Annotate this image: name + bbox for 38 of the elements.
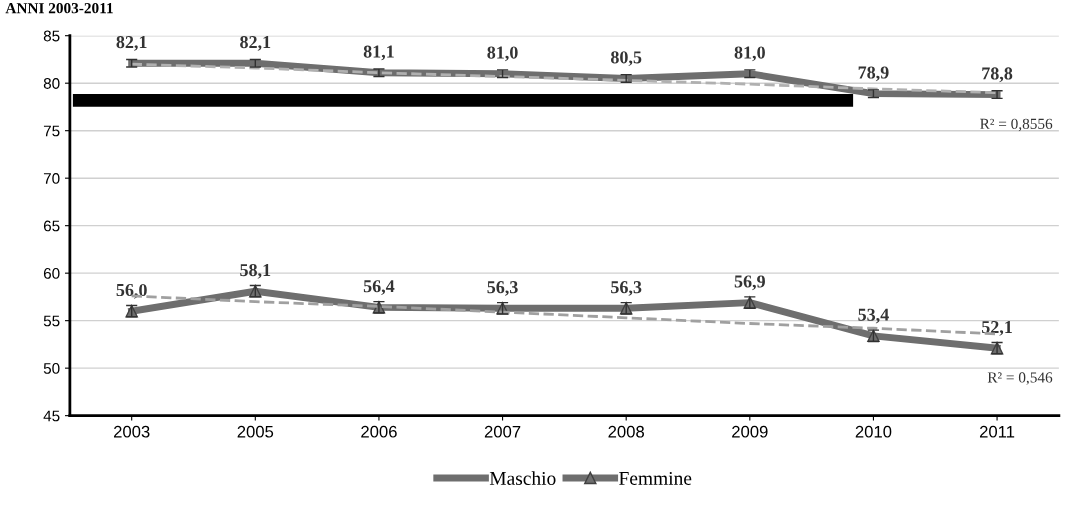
data-label: 78,8 bbox=[982, 67, 1013, 83]
x-tick-label: 2008 bbox=[608, 425, 644, 438]
annotation: R² = 0,8556 bbox=[980, 118, 1053, 132]
legend-label: Maschio bbox=[489, 471, 556, 485]
y-tick-label: 60 bbox=[43, 268, 60, 279]
data-label: 56,9 bbox=[734, 275, 765, 291]
y-tick-label: 65 bbox=[43, 220, 60, 232]
data-label: 56,3 bbox=[487, 281, 518, 296]
x-tick-label: 2003 bbox=[113, 425, 150, 438]
data-label: 52,1 bbox=[981, 321, 1012, 336]
legend-label: Femmine bbox=[619, 471, 692, 485]
x-tick-label: 2010 bbox=[855, 425, 892, 438]
x-tick-label: 2006 bbox=[361, 425, 397, 438]
y-tick-label: 80 bbox=[43, 78, 60, 89]
data-label: 81,0 bbox=[487, 46, 518, 62]
chart-title: ANNI 2003-2011 bbox=[5, 2, 113, 14]
annotation: R² = 0,546 bbox=[987, 372, 1053, 385]
data-label: 78,9 bbox=[858, 66, 889, 82]
y-tick-label: 85 bbox=[43, 30, 60, 42]
data-label: 82,1 bbox=[116, 36, 147, 51]
data-label: 56,0 bbox=[116, 283, 147, 299]
x-tick-label: 2009 bbox=[732, 425, 768, 438]
data-label: 81,1 bbox=[363, 45, 394, 61]
data-label: 56,4 bbox=[363, 280, 395, 295]
y-tick-label: 50 bbox=[43, 363, 60, 374]
x-tick-label: 2007 bbox=[484, 425, 521, 438]
data-label: 56,3 bbox=[611, 281, 642, 296]
data-label: 81,0 bbox=[734, 46, 765, 62]
y-tick-label: 70 bbox=[43, 173, 60, 184]
y-tick-label: 55 bbox=[43, 315, 60, 327]
data-label: 80,5 bbox=[610, 51, 642, 66]
data-label: 53,4 bbox=[858, 308, 889, 324]
y-tick-label: 75 bbox=[43, 125, 60, 137]
y-tick-label: 45 bbox=[43, 410, 60, 422]
x-tick-label: 2005 bbox=[237, 425, 274, 438]
data-label: 82,1 bbox=[240, 36, 271, 51]
x-tick-label: 2011 bbox=[979, 425, 1015, 438]
data-label: 58,1 bbox=[240, 263, 271, 279]
